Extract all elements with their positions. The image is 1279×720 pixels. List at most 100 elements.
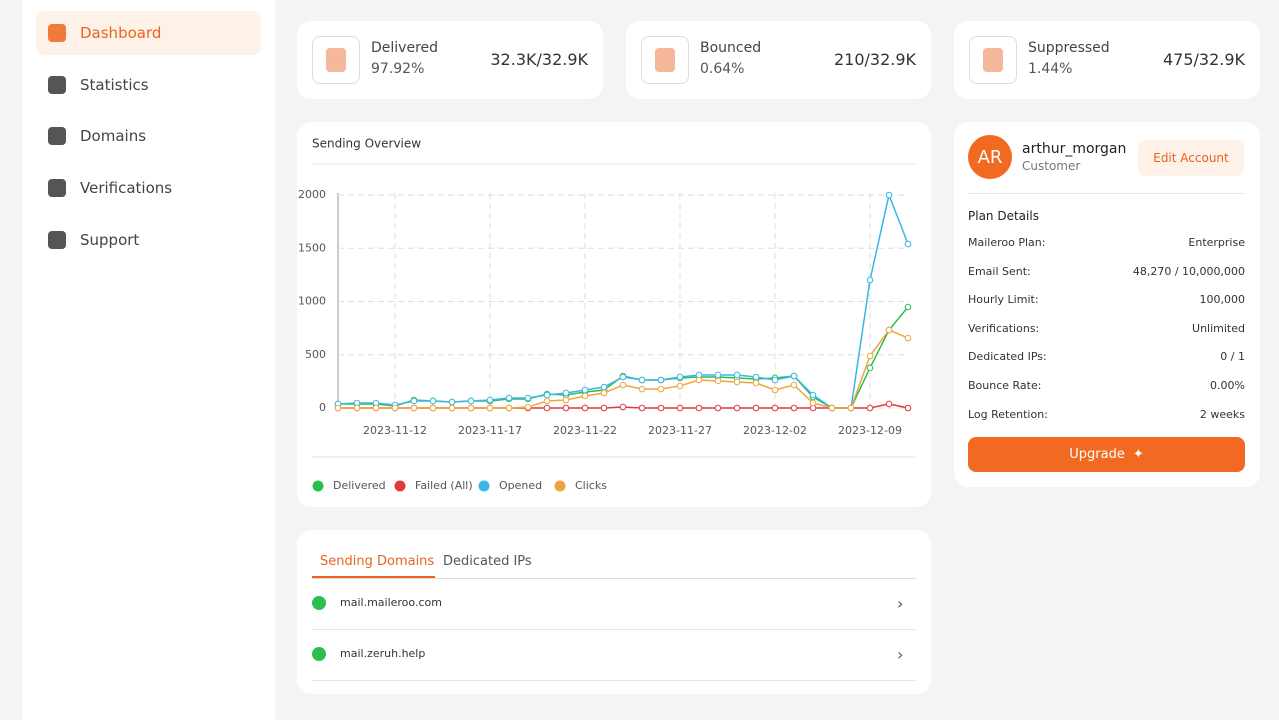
data-point xyxy=(771,386,779,394)
plan-key: Dedicated IPs: xyxy=(968,350,1047,364)
upgrade-button[interactable]: Upgrade ✦ xyxy=(968,437,1245,472)
plan-row: Verifications: Unlimited xyxy=(968,322,1245,335)
data-point xyxy=(467,397,475,405)
nav-item[interactable]: Statistics xyxy=(36,63,261,107)
chevron[interactable]: › xyxy=(897,645,904,664)
data-point xyxy=(562,396,570,404)
legend-swatch xyxy=(394,480,406,492)
data-point xyxy=(638,376,646,384)
data-point xyxy=(638,385,646,393)
plan-value: 100,000 xyxy=(1199,293,1246,307)
divider xyxy=(968,193,1245,194)
data-point xyxy=(448,404,456,412)
plan-title: Plan Details xyxy=(968,209,1039,223)
stat-count: 210/32.9K xyxy=(833,50,916,69)
nav-label[interactable]: Support xyxy=(80,231,140,249)
data-point xyxy=(429,397,437,405)
data-point xyxy=(866,364,874,372)
chart-card: Sending Overview 0 500 1000 1500 2000 2023-11… xyxy=(297,122,931,507)
stat-card: Delivered 97.92% 32.3K/32.9K xyxy=(297,21,603,99)
edit-button[interactable]: Edit Account xyxy=(1138,140,1244,176)
data-point xyxy=(695,404,703,412)
data-point xyxy=(695,376,703,384)
stat-count: 32.3K/32.9K xyxy=(490,50,588,69)
nav-label[interactable]: Statistics xyxy=(80,76,149,94)
data-point xyxy=(714,404,722,412)
data-point xyxy=(714,371,722,379)
divider xyxy=(312,578,916,579)
stat-card: Suppressed 1.44% 475/32.9K xyxy=(954,21,1260,99)
plan-key: Log Retention: xyxy=(968,407,1048,421)
data-point xyxy=(486,404,494,412)
data-point xyxy=(828,404,836,412)
data-point xyxy=(391,404,399,412)
data-point xyxy=(676,404,684,412)
data-point xyxy=(448,398,456,406)
divider xyxy=(312,680,916,681)
chevron[interactable]: › xyxy=(897,594,904,613)
nav-item[interactable]: Verifications xyxy=(36,166,261,210)
plan-row: Dedicated IPs: 0 / 1 xyxy=(968,350,1245,363)
data-point xyxy=(600,383,608,391)
data-point xyxy=(524,403,532,411)
check-icon xyxy=(312,596,326,610)
data-point xyxy=(904,240,912,248)
username: arthur_morgan xyxy=(1022,141,1127,157)
x-tick-label: 2023-11-27 xyxy=(648,424,712,437)
account-card: AR arthur_morgan Customer Edit Account P… xyxy=(954,122,1260,487)
x-tick-label: 2023-11-17 xyxy=(458,424,522,437)
data-point xyxy=(619,403,627,411)
data-point xyxy=(657,404,665,412)
data-point xyxy=(657,376,665,384)
plan-row: Bounce Rate: 0.00% xyxy=(968,379,1245,392)
y-tick-label: 500 xyxy=(305,348,326,361)
plan-value: 2 weeks xyxy=(1199,407,1245,421)
y-tick-label: 0 xyxy=(319,401,326,414)
sidebar xyxy=(22,0,275,720)
data-point xyxy=(638,404,646,412)
plan-key: Email Sent: xyxy=(968,264,1031,278)
nav-item[interactable]: Dashboard xyxy=(36,11,261,55)
divider xyxy=(312,629,916,630)
data-point xyxy=(790,372,798,380)
data-point xyxy=(334,404,342,412)
nav-label[interactable]: Verifications xyxy=(80,179,173,197)
legend-label: Failed (All) xyxy=(415,479,473,492)
data-point xyxy=(771,376,779,384)
nav-label[interactable]: Domains xyxy=(80,127,147,145)
stat-icon xyxy=(969,36,1017,84)
data-point xyxy=(505,394,513,402)
domain-name[interactable]: mail.zeruh.help xyxy=(340,647,426,660)
legend-label: Opened xyxy=(499,479,542,492)
domain-name[interactable]: mail.maileroo.com xyxy=(340,596,442,609)
legend-label: Delivered xyxy=(333,479,386,492)
data-point xyxy=(353,404,361,412)
x-tick-label: 2023-12-09 xyxy=(838,424,902,437)
tab[interactable]: Dedicated IPs xyxy=(443,554,532,569)
series-line xyxy=(338,329,909,409)
plan-key: Maileroo Plan: xyxy=(968,236,1046,249)
nav-item[interactable]: Support xyxy=(36,218,261,262)
data-point xyxy=(885,400,893,408)
chart: Sending Overview 0 500 1000 1500 2000 2023-11… xyxy=(298,137,916,492)
plan-value: 48,270 / 10,000,000 xyxy=(1132,264,1245,278)
tab[interactable]: Sending Domains xyxy=(320,554,435,569)
legend-swatch xyxy=(312,480,324,492)
data-point xyxy=(885,191,893,199)
data-point xyxy=(429,404,437,412)
nav-item[interactable]: Domains xyxy=(36,114,261,158)
data-point xyxy=(410,404,418,412)
data-point xyxy=(543,404,551,412)
data-point xyxy=(809,399,817,407)
data-point xyxy=(904,334,912,342)
check-icon xyxy=(312,647,326,661)
legend-swatch xyxy=(478,480,490,492)
upgrade-label[interactable]: Upgrade xyxy=(1069,447,1125,462)
nav-label[interactable]: Dashboard xyxy=(80,24,162,42)
data-point xyxy=(714,377,722,385)
data-point xyxy=(733,371,741,379)
y-tick-label: 2000 xyxy=(298,188,326,201)
domains-card: Sending Domains Dedicated IPs mail.maile… xyxy=(297,530,931,694)
x-tick-label: 2023-12-02 xyxy=(743,424,807,437)
data-point xyxy=(581,392,589,400)
